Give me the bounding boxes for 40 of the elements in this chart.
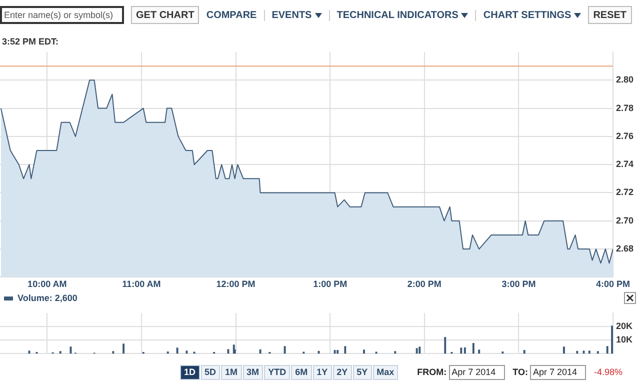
text: 5D [200, 364, 220, 380]
text: RESET [588, 6, 632, 24]
legend-label: Volume: 2,600 [18, 292, 78, 303]
y-tick-label: 2.72 [616, 187, 634, 198]
y-tick-label: 2.78 [616, 102, 634, 113]
text: EVENTS [272, 10, 312, 20]
x-tick-label: 4:00 PM [596, 279, 630, 290]
text: YTD [264, 364, 290, 380]
y-tick-label: 2.74 [616, 159, 634, 170]
text: 1D [180, 364, 200, 380]
text: 3:52 PM EDT: [2, 36, 59, 46]
text: 6M [291, 364, 312, 380]
x-tick-label: 2:00 PM [407, 279, 442, 290]
y-tick-label: 2.70 [616, 215, 634, 226]
text: TO: [512, 367, 528, 377]
text: 1M [221, 364, 242, 380]
text: 2Y [332, 364, 352, 380]
x-tick-label: 1:00 PM [313, 279, 348, 290]
text: -4.98% [594, 367, 623, 377]
text: Enter name(s) or symbol(s) [0, 6, 124, 24]
y-tick-label: 2.68 [616, 244, 634, 254]
y-tick-label: 2.80 [616, 74, 634, 85]
text: TECHNICAL INDICATORS [336, 10, 458, 20]
y-tick-label: 2.76 [616, 130, 634, 141]
text: Apr 7 2014 [448, 364, 505, 380]
x-tick-label: 10:00 AM [28, 279, 67, 290]
x-tick-label: 12:00 PM [216, 279, 256, 290]
y-tick-label: 10K [616, 334, 634, 345]
x-tick-label: 3:00 PM [502, 279, 536, 290]
text: 1Y [312, 364, 332, 380]
y-tick-label: 20K [616, 321, 634, 332]
text: 5Y [352, 364, 372, 380]
text: Apr 7 2014 [530, 364, 586, 380]
text: CHART SETTINGS [483, 10, 572, 20]
x-tick-label: 11:00 AM [122, 279, 161, 290]
text: 3M [242, 364, 264, 380]
text: COMPARE [206, 10, 257, 20]
text: GET CHART [131, 6, 200, 24]
text: FROM: [417, 367, 447, 377]
text: Max [372, 364, 398, 380]
